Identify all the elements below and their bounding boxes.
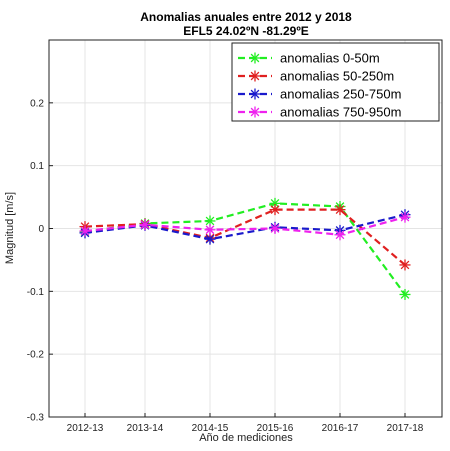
series-point xyxy=(334,204,346,216)
series-point xyxy=(79,225,91,237)
x-tick-label: 2012-13 xyxy=(67,423,104,434)
series-point xyxy=(399,288,411,300)
series-line-1 xyxy=(84,208,406,266)
x-tick-label: 2013-14 xyxy=(127,423,164,434)
x-tick-label: 2014-15 xyxy=(192,423,229,434)
series-point xyxy=(334,229,346,241)
legend-entry: anomalias 0-50m xyxy=(280,51,380,66)
series-point xyxy=(399,211,411,223)
series-group xyxy=(79,197,411,300)
series-point xyxy=(204,224,216,236)
series-point xyxy=(204,233,216,245)
legend-entry: anomalias 250-750m xyxy=(280,87,401,102)
y-tick-label: -0.2 xyxy=(27,350,45,361)
y-tick-label: -0.1 xyxy=(27,287,45,298)
series-point xyxy=(139,219,151,231)
legend: anomalias 0-50m anomalias 50-250m anomalia… xyxy=(231,42,440,122)
y-tick-label: 0 xyxy=(38,224,44,235)
legend-entry: anomalias 50-250m xyxy=(280,69,394,84)
x-tick-label: 2015-16 xyxy=(257,423,294,434)
series-point xyxy=(269,204,281,216)
series-line-0 xyxy=(84,202,406,296)
chart-title: Anomalias anuales entre 2012 y 2018 xyxy=(140,10,352,24)
x-axis: 2012-13 2013-14 2014-15 2015-16 2016-17 2017-… xyxy=(67,413,424,434)
legend-box xyxy=(231,42,440,122)
legend-marker xyxy=(249,88,261,100)
legend-marker xyxy=(249,106,261,118)
y-tick-label: -0.3 xyxy=(27,413,45,424)
y-tick-label: 0.2 xyxy=(30,98,44,109)
x-tick-label: 2017-18 xyxy=(387,423,424,434)
y-tick-label: 0.1 xyxy=(30,161,44,172)
legend-entry: anomalias 750-950m xyxy=(280,105,401,120)
y-axis: -0.3 -0.2 -0.1 0 0.1 0.2 xyxy=(27,98,53,424)
series-point xyxy=(269,223,281,234)
x-tick-label: 2016-17 xyxy=(322,423,359,434)
series-point xyxy=(399,259,411,271)
x-axis-label: Año de mediciones xyxy=(199,432,293,444)
series-line-3 xyxy=(84,216,406,236)
chart-subtitle: EFL5 24.02ºN -81.29ºE xyxy=(183,24,309,38)
legend-marker xyxy=(249,70,261,82)
y-axis-label: Magnitud [m/s] xyxy=(4,192,16,264)
legend-marker xyxy=(249,52,261,64)
